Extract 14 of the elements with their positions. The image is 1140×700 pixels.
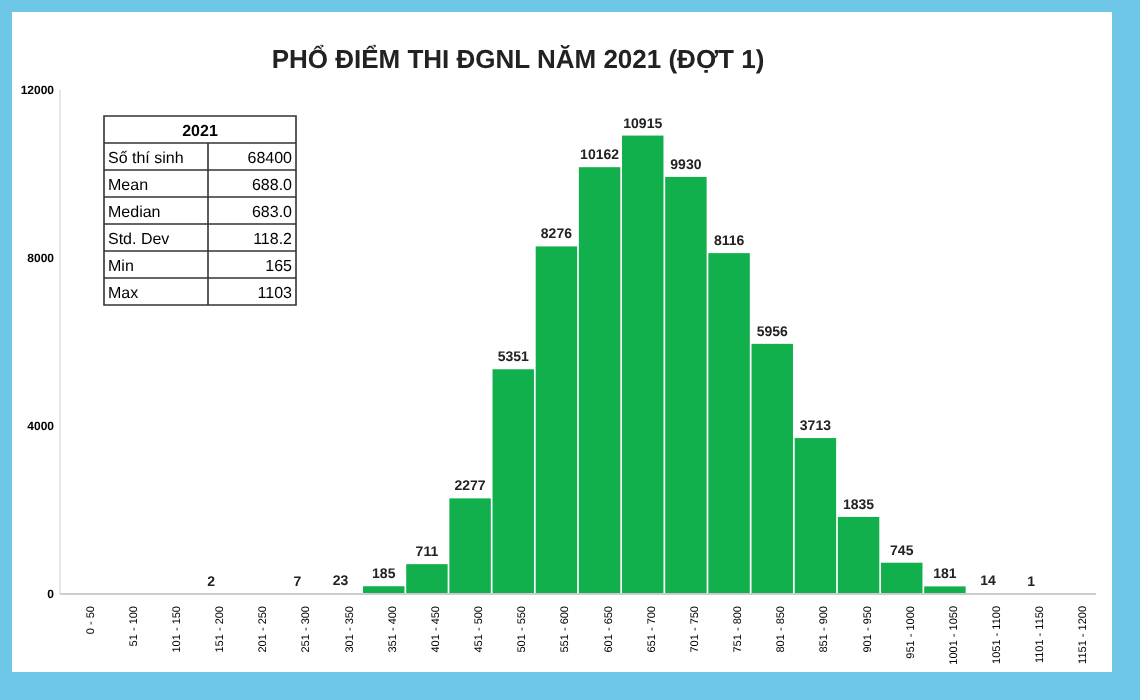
chart-title: PHỔ ĐIỂM THI ĐGNL NĂM 2021 (ĐỢT 1): [271, 44, 765, 74]
annotation: 68400: [247, 149, 294, 167]
annotation: Mean: [108, 176, 149, 194]
annotation: 688.0: [251, 176, 294, 194]
annotation: 683.0: [251, 203, 294, 221]
annotation: Min: [108, 257, 134, 275]
annotation: 2021: [182, 122, 219, 140]
annotation: 118.2: [253, 230, 294, 248]
annotation: Số thí sinh: [108, 149, 184, 167]
annotation: 165: [265, 257, 294, 275]
annotation: 1103: [257, 284, 294, 302]
annotation: Median: [108, 203, 161, 221]
annotation: Std. Dev: [108, 230, 170, 248]
annotation: Max: [108, 284, 139, 302]
